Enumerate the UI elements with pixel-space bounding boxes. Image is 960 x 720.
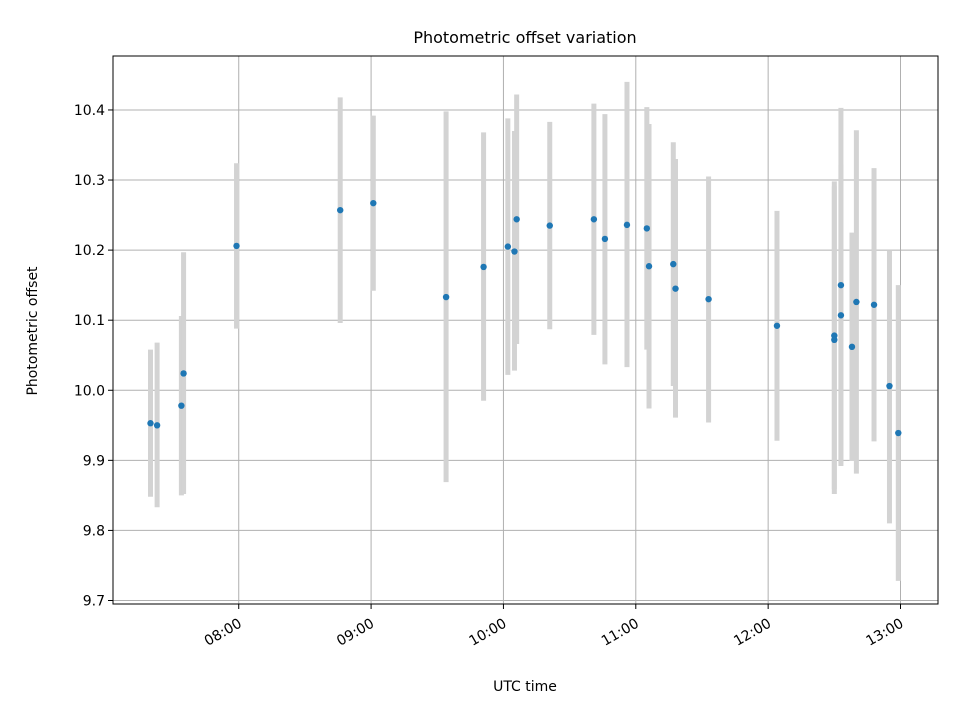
data-point	[153, 422, 161, 429]
data-point	[623, 221, 631, 229]
y-tick-label: 10.1	[74, 313, 105, 329]
data-point	[837, 312, 845, 319]
data-point	[442, 293, 450, 301]
x-axis-label: UTC time	[493, 679, 557, 695]
data-point	[504, 243, 512, 250]
data-point	[870, 301, 878, 308]
y-axis-label: Photometric offset	[25, 266, 41, 396]
y-tick-label: 9.9	[83, 453, 105, 469]
y-tick-label: 10.3	[74, 173, 105, 189]
data-point	[853, 298, 860, 306]
data-point	[370, 199, 377, 207]
data-point	[886, 382, 893, 390]
data-point	[233, 242, 240, 250]
data-point	[837, 281, 845, 289]
data-point	[895, 429, 902, 437]
y-tick-label: 10.4	[74, 103, 105, 119]
plot-area-frame	[112, 55, 939, 605]
data-point	[672, 285, 679, 292]
data-point	[178, 402, 185, 409]
data-point	[337, 206, 344, 214]
data-point	[831, 336, 838, 344]
data-point	[705, 295, 712, 303]
data-point	[601, 235, 609, 243]
data-point	[590, 216, 598, 223]
y-axis-ticks: 9.7 9.8 9.9 10.0 10.1 10.2 10.3 10.4	[74, 103, 113, 609]
data-point	[848, 343, 856, 351]
y-tick-label: 9.8	[83, 523, 105, 539]
data-point	[513, 216, 520, 223]
data-point	[546, 222, 553, 229]
data-point	[643, 225, 651, 232]
data-point	[147, 420, 154, 427]
y-tick-label: 9.7	[83, 593, 105, 609]
data-point	[511, 248, 518, 255]
y-tick-label: 10.0	[74, 383, 105, 399]
data-point	[480, 263, 487, 271]
chart-title: Photometric offset variation	[413, 28, 636, 47]
data-point	[180, 370, 187, 377]
data-point	[773, 322, 781, 329]
y-tick-label: 10.2	[74, 243, 105, 259]
data-points	[147, 199, 902, 437]
data-point	[645, 263, 653, 270]
data-point	[670, 260, 677, 268]
